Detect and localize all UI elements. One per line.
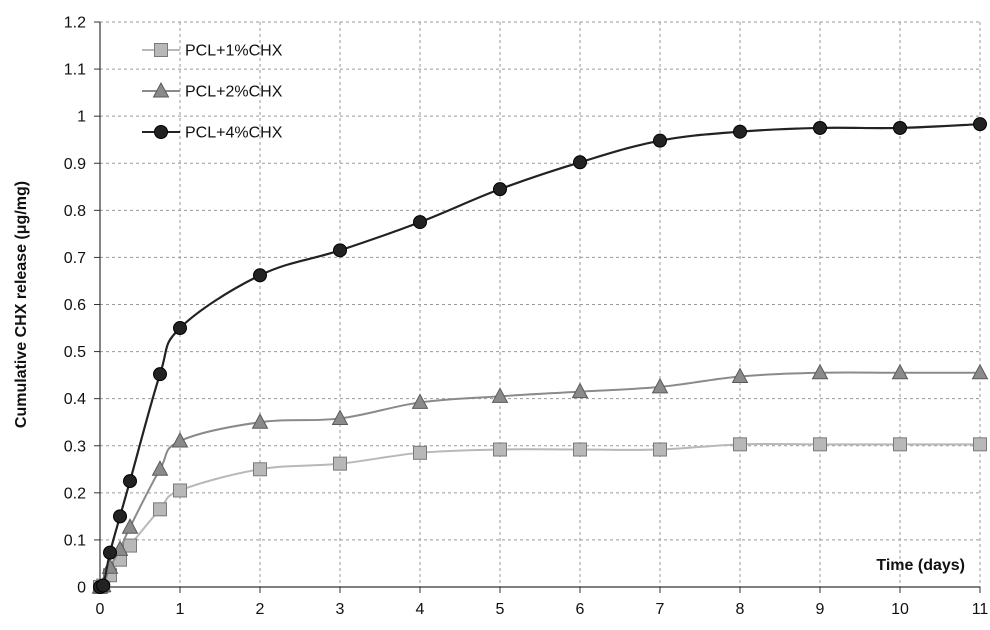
data-point-square (813, 437, 827, 452)
legend-label: PCL+4%CHX (185, 125, 283, 142)
data-point-square (653, 442, 667, 457)
data-point-circle (153, 367, 167, 382)
data-point-circle (573, 155, 587, 170)
y-axis-title: Cumulative CHX release (μg/mg) (13, 181, 30, 428)
series-line (99, 371, 980, 589)
data-point-triangle (121, 518, 139, 534)
series-line (99, 442, 980, 588)
y-tick-label: 0.5 (64, 344, 86, 361)
axes (94, 21, 981, 593)
data-point-triangle (891, 363, 909, 380)
data-point-triangle (811, 363, 829, 380)
data-point-triangle (251, 413, 269, 429)
series-layer (91, 117, 989, 594)
x-axis-title: Time (days) (876, 557, 965, 574)
data-point-circle (653, 133, 667, 148)
y-tick-label: 1.1 (64, 62, 86, 79)
x-tick-label: 1 (176, 601, 185, 618)
data-point-square (973, 437, 987, 452)
y-tick-label: 0.6 (64, 297, 86, 314)
data-point-square (253, 462, 267, 477)
legend-item: PCL+4%CHX (142, 125, 283, 142)
y-tick-label: 0 (77, 580, 86, 597)
y-tick-label: 0.4 (64, 391, 86, 408)
y-tick-label: 1 (77, 109, 86, 126)
data-point-circle (973, 117, 987, 132)
y-tick-label: 0.1 (64, 532, 86, 549)
grid (100, 21, 981, 587)
data-point-triangle (651, 377, 669, 394)
x-tick-label: 3 (336, 601, 345, 618)
data-point-square (493, 442, 507, 457)
data-point-square (153, 502, 167, 517)
data-point-circle (813, 120, 827, 135)
x-tick-label: 10 (891, 601, 909, 618)
y-tick-label: 0.8 (64, 203, 86, 220)
x-tick-label: 2 (256, 601, 265, 618)
data-point-circle (123, 474, 137, 489)
y-tick-label: 0.9 (64, 156, 86, 173)
legend: PCL+1%CHX PCL+2%CHX PCL+4%CHX (142, 43, 283, 142)
series-line (98, 123, 981, 590)
data-point-square (893, 437, 907, 452)
data-point-circle (253, 268, 267, 283)
data-point-triangle (571, 382, 589, 399)
data-point-circle (413, 215, 427, 230)
x-tick-label: 7 (656, 601, 665, 618)
data-point-triangle (411, 393, 429, 409)
x-tick-label: 11 (972, 601, 989, 618)
data-point-circle (113, 509, 127, 524)
data-point-square (733, 437, 747, 452)
data-point-square (173, 483, 187, 498)
data-point-circle (96, 578, 111, 593)
x-tick-label: 4 (416, 601, 425, 618)
data-point-circle (173, 321, 187, 336)
y-tick-label: 0.7 (64, 250, 86, 267)
data-point-square (413, 445, 427, 460)
data-point-triangle (491, 387, 509, 403)
data-point-triangle (731, 367, 749, 384)
legend-marker-circle (154, 125, 168, 139)
legend-label: PCL+1%CHX (185, 43, 283, 60)
data-point-triangle (171, 431, 189, 448)
tick-labels: 0 0.1 0.2 0.3 0.4 0.5 0.6 0.7 0.8 0.9 1 1.1 1.2 0 1 2 3 4… (64, 15, 989, 619)
data-point-triangle (151, 460, 169, 476)
legend-item: PCL+2%CHX (142, 81, 283, 101)
legend-label: PCL+2%CHX (185, 84, 283, 101)
data-point-square (123, 538, 137, 553)
x-tick-label: 8 (736, 601, 745, 618)
data-point-circle (333, 243, 347, 258)
data-point-square (333, 456, 347, 471)
data-point-circle (893, 120, 907, 135)
x-tick-label: 0 (96, 601, 105, 618)
legend-marker-triangle (152, 81, 170, 98)
legend-item: PCL+1%CHX (142, 43, 283, 60)
x-tick-label: 9 (816, 601, 825, 618)
y-tick-label: 1.2 (64, 15, 86, 32)
y-tick-label: 0.2 (64, 485, 86, 502)
data-point-circle (733, 124, 747, 139)
legend-marker-square (154, 43, 168, 57)
series-square (93, 437, 987, 594)
series-circle (93, 117, 987, 594)
data-point-circle (103, 545, 117, 560)
x-tick-label: 5 (496, 601, 505, 618)
data-point-triangle (971, 363, 989, 380)
y-tick-label: 0.3 (64, 438, 86, 455)
x-tick-label: 6 (576, 601, 585, 618)
data-point-square (573, 442, 587, 457)
data-point-circle (493, 182, 507, 197)
data-point-triangle (331, 409, 349, 425)
